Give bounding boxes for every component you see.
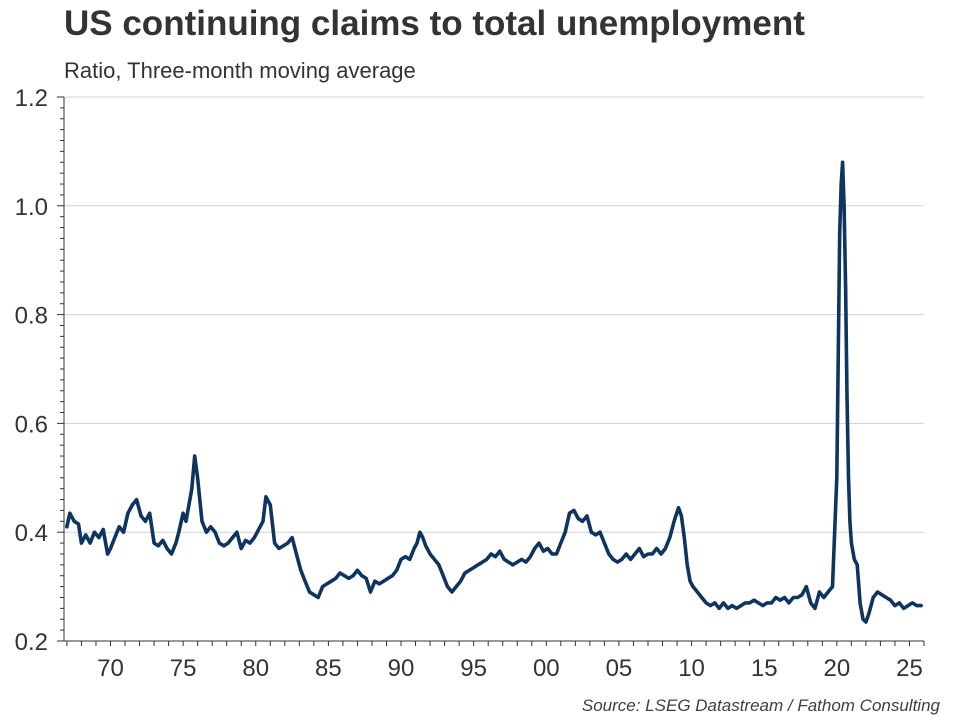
x-tick-label: 10 — [678, 655, 705, 682]
series-line — [65, 160, 923, 624]
x-tick-label: 75 — [170, 655, 197, 682]
source-note: Source: LSEG Datastream / Fathom Consult… — [581, 696, 940, 715]
x-tick-label: 25 — [896, 655, 923, 682]
y-tick-label: 1.2 — [15, 85, 48, 112]
x-axis: 70 75 80 85 90 95 00 05 10 15 20 25 — [64, 640, 925, 682]
y-tick-label: 0.4 — [15, 520, 48, 547]
y-axis: 0.2 0.4 0.6 0.8 1.0 1.2 — [15, 85, 65, 656]
x-tick-label: 80 — [242, 655, 269, 682]
series-group — [65, 160, 923, 624]
x-tick-label: 15 — [751, 655, 778, 682]
x-tick-label: 20 — [823, 655, 850, 682]
y-tick-label: 0.8 — [15, 303, 48, 330]
x-tick-label: 05 — [606, 655, 633, 682]
y-tick-label: 1.0 — [15, 194, 48, 221]
chart-subtitle: Ratio, Three-month moving average — [64, 58, 416, 83]
y-tick-label: 0.6 — [15, 411, 48, 438]
chart-title: US continuing claims to total unemployme… — [64, 4, 805, 43]
x-tick-label: 70 — [97, 655, 124, 682]
x-tick-label: 90 — [388, 655, 415, 682]
x-tick-label: 85 — [315, 655, 342, 682]
x-tick-label: 00 — [533, 655, 560, 682]
x-tick-label: 95 — [460, 655, 487, 682]
line-chart: 0.2 0.4 0.6 0.8 1.0 1.2 70 75 80 85 90 95 00 05 10 15 2… — [15, 85, 925, 682]
y-tick-label: 0.2 — [15, 629, 48, 656]
